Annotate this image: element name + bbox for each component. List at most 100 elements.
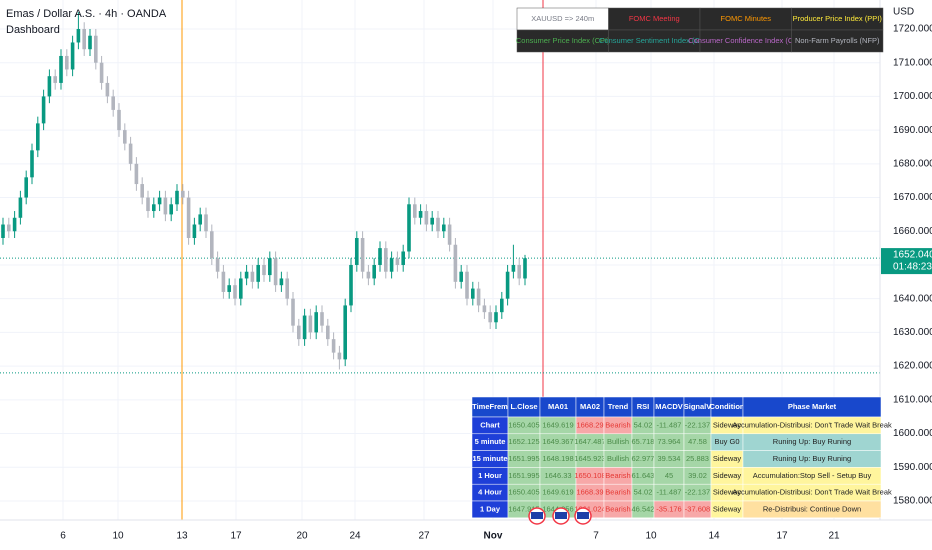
x-tick-label: 17 xyxy=(230,531,242,542)
price-tag xyxy=(881,248,932,275)
candle-body xyxy=(279,278,284,286)
table-cell-text: 1649.367 xyxy=(542,437,573,446)
table-cell-text: 1650.405 xyxy=(508,420,539,429)
candle-body xyxy=(424,211,429,225)
x-tick-label: 20 xyxy=(296,531,308,542)
table-cell-text: Bearish xyxy=(605,488,630,497)
event-label: FOMC Minutes xyxy=(721,14,772,23)
table-header: MACDV xyxy=(655,402,683,411)
x-tick-label: 21 xyxy=(828,531,840,542)
candle-body xyxy=(436,217,440,232)
candle-body xyxy=(285,278,289,299)
candle-body xyxy=(233,285,237,299)
candle-body xyxy=(308,315,313,333)
candle-body xyxy=(99,62,104,83)
y-tick-label: 1590.000 xyxy=(893,462,932,473)
candle-body xyxy=(175,190,179,205)
event-label: Consumer Price Index (CPI) xyxy=(516,36,610,45)
candle-body xyxy=(337,352,342,360)
candle-body xyxy=(186,197,191,239)
table-cell-text: 1650.405 xyxy=(508,488,539,497)
candle-body xyxy=(488,312,492,323)
table-cell-text: 4 Hour xyxy=(478,488,502,497)
candle-body xyxy=(239,278,243,299)
candle-body xyxy=(36,123,40,151)
candle-body xyxy=(157,197,162,205)
table-cell-text: 65.718 xyxy=(632,437,655,446)
y-tick-label: 1720.000 xyxy=(893,24,932,35)
candle-body xyxy=(401,251,405,265)
table-cell-text: 1647.915 xyxy=(508,504,539,513)
event-label: Consumer Confidence Index (CCI) xyxy=(688,36,804,45)
table-cell-text: Bearish xyxy=(605,420,630,429)
candle-body xyxy=(117,109,121,131)
table-cell-text: 1648.198 xyxy=(542,454,573,463)
table-cell-text: 5 minute xyxy=(475,437,506,446)
candle-body xyxy=(47,76,52,97)
candle-body xyxy=(256,264,260,282)
y-tick-label: 1600.000 xyxy=(893,428,932,439)
table-cell-text: Accumulation:Stop Sell - Setup Buy xyxy=(753,471,872,480)
table-cell-text: 1 Hour xyxy=(478,471,502,480)
y-tick-label: 1660.000 xyxy=(893,226,932,237)
indicator-name: Dashboard xyxy=(6,24,60,36)
candle-body xyxy=(297,325,301,340)
candle-body xyxy=(128,143,133,164)
table-cell-text: 1647.487 xyxy=(574,437,605,446)
candle-body xyxy=(360,238,365,272)
table-cell-text: Sideway xyxy=(713,420,742,429)
table-cell-text: Sideway xyxy=(713,488,742,497)
y-tick-label: 1700.000 xyxy=(893,91,932,102)
candle-body xyxy=(215,258,220,272)
candle-body xyxy=(523,258,527,279)
candle-body xyxy=(41,96,46,124)
candle-body xyxy=(320,312,324,326)
candle-body xyxy=(12,217,17,232)
table-cell-text: Runing Up: Buy Runing xyxy=(773,454,851,463)
price-tag-label: 1652.040 xyxy=(893,250,932,261)
candle-body xyxy=(181,190,185,198)
x-tick-label: 7 xyxy=(593,531,599,542)
table-cell-text: Runing Up: Buy Runing xyxy=(773,437,851,446)
candle-body xyxy=(53,76,57,83)
candle-body xyxy=(198,214,202,225)
candle-body xyxy=(105,82,110,97)
candle-body xyxy=(82,28,86,50)
event-label: Consumer Sentiment Index (CSI) xyxy=(599,36,710,45)
table-cell-text: 1652.125 xyxy=(508,437,539,446)
candle-body xyxy=(378,248,382,265)
table-cell-text: 1646.33 xyxy=(544,471,571,480)
candle-body xyxy=(413,204,417,218)
candle-body xyxy=(384,248,388,272)
candle-body xyxy=(262,264,266,276)
table-header: Trend xyxy=(608,402,629,411)
table-cell-text: 1668.39 xyxy=(576,488,603,497)
candle-body xyxy=(331,339,336,353)
candle-body xyxy=(227,285,231,292)
table-cell-text: 54.02 xyxy=(634,488,653,497)
candle-body xyxy=(302,315,307,340)
flag-icon xyxy=(531,512,543,519)
y-tick-label: 1670.000 xyxy=(893,192,932,203)
flags xyxy=(528,507,592,525)
candle-body xyxy=(447,224,452,245)
candle-body xyxy=(152,204,156,212)
table-cell-text: 1661.024 xyxy=(574,504,605,513)
candle-body xyxy=(70,42,75,70)
candle-body xyxy=(355,238,359,265)
y-tick-label: 1690.000 xyxy=(893,125,932,136)
candle-body xyxy=(273,258,278,286)
candle-body xyxy=(18,197,23,218)
candle-body xyxy=(407,204,411,252)
table-cell-text: -37.608 xyxy=(685,504,710,513)
candle-body xyxy=(123,130,127,144)
table-header: TimeFrem xyxy=(472,402,508,411)
candle-body xyxy=(389,258,394,272)
table-cell-text: 1649.619 xyxy=(542,488,573,497)
table-cell-text: Bullish xyxy=(607,454,629,463)
table-cell-text: Bullish xyxy=(607,437,629,446)
table-header: Phase Market xyxy=(788,402,837,411)
x-tick-label: Nov xyxy=(484,531,503,542)
event-label: FOMC Meeting xyxy=(629,14,680,23)
